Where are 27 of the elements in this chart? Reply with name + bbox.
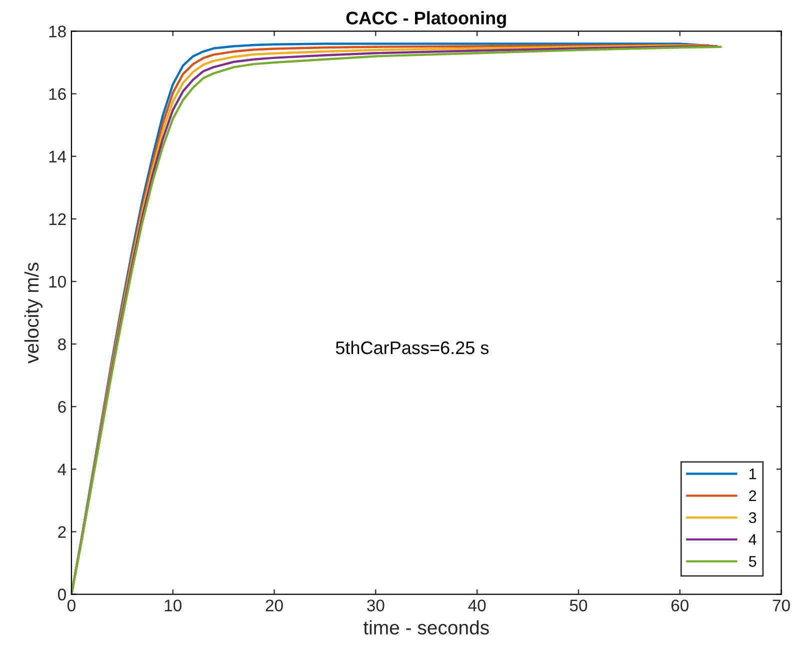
y-tick-label: 18	[49, 26, 66, 38]
x-tick-label: 10	[164, 600, 182, 612]
y-axis-title: velocity m/s	[24, 262, 43, 364]
x-tick-label: 0	[67, 600, 76, 612]
legend-label: 4	[748, 534, 756, 545]
x-tick-label: 60	[671, 600, 689, 612]
legend-label: 3	[748, 512, 756, 524]
y-tick-label: 14	[49, 150, 66, 162]
x-axis-title: time - seconds	[363, 620, 489, 635]
x-tick-label: 20	[266, 600, 283, 612]
legend-label: 1	[750, 468, 756, 480]
x-tick-label: 70	[772, 600, 790, 612]
x-tick-label: 40	[468, 600, 486, 612]
x-tick-label: 50	[570, 600, 588, 612]
y-tick-label: 0	[58, 588, 66, 600]
annotation: 5thCarPass=6.25 s	[336, 340, 489, 354]
y-tick-label: 6	[58, 400, 66, 413]
y-tick-label: 16	[49, 88, 66, 100]
chart-title: CACC - Platooning	[346, 11, 506, 28]
y-tick-label: 10	[49, 276, 66, 288]
legend-label: 2	[749, 490, 756, 502]
y-tick-label: 4	[58, 464, 66, 476]
y-tick-label: 2	[58, 526, 66, 538]
legend-label: 5	[748, 556, 756, 567]
y-tick-label: 12	[49, 213, 66, 225]
x-tick-label: 30	[367, 600, 384, 612]
y-tick-label: 8	[58, 338, 66, 350]
